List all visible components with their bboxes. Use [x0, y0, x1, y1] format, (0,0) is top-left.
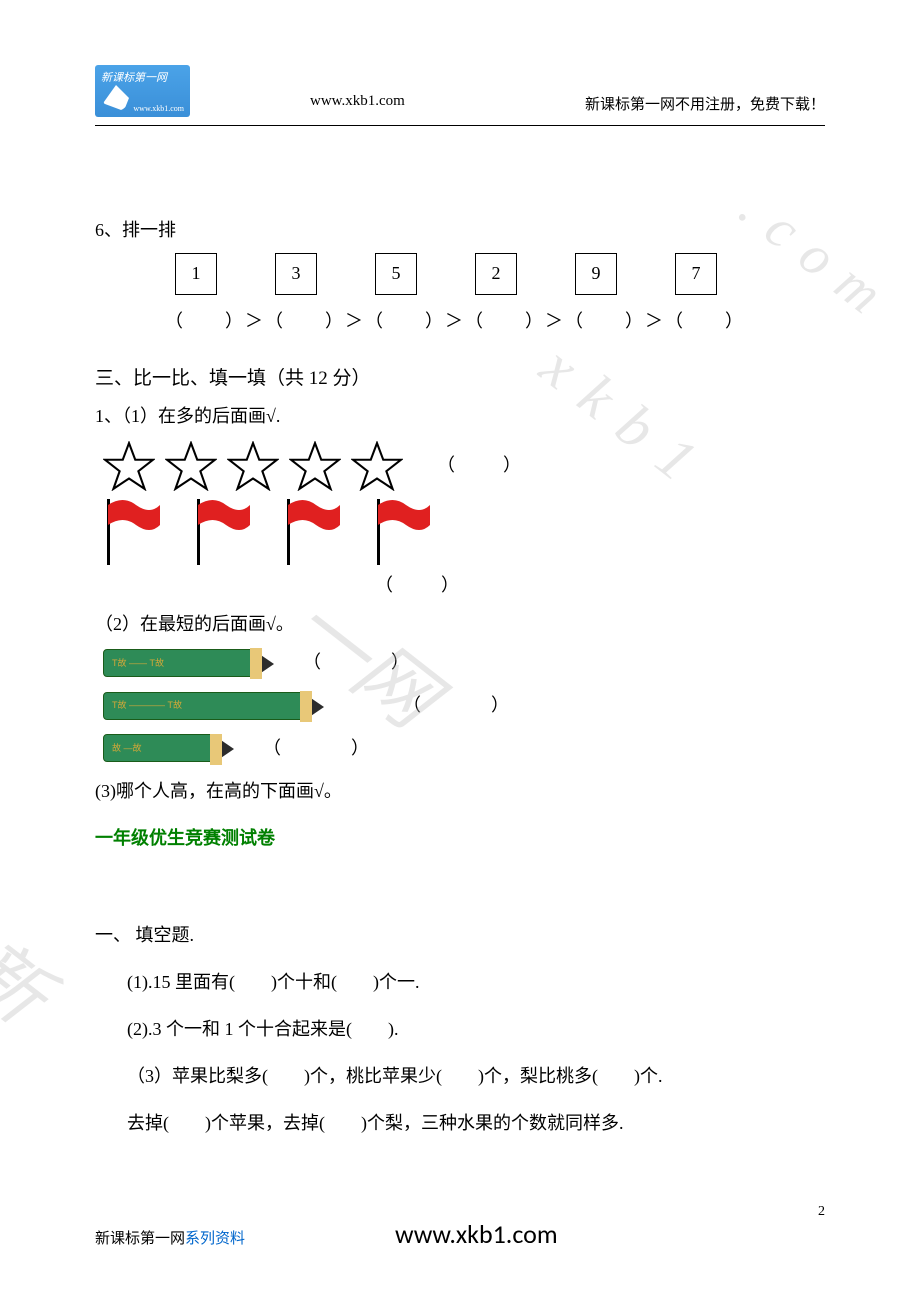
answer-paren: （ ） — [303, 648, 413, 677]
star-icon — [165, 441, 217, 491]
answer-paren: （ ） — [375, 571, 825, 600]
section-3-title: 三、比一比、填一填（共 12 分） — [95, 364, 825, 394]
fill-item: 去掉( )个苹果，去掉( )个梨，三种水果的个数就同样多. — [127, 1100, 825, 1147]
question-1-3: (3)哪个人高，在高的下面画√。 — [95, 777, 825, 806]
pencil-row: T故 ———— T故 （ ） — [103, 691, 825, 720]
fill-item: (1).15 里面有( )个十和( )个一. — [127, 959, 825, 1006]
header-tagline: 新课标第一网不用注册，免费下载！ — [585, 93, 825, 114]
fill-section: 一、 填空题. (1).15 里面有( )个十和( )个一. (2).3 个一和… — [95, 912, 825, 1146]
header-url: www.xkb1.com — [310, 93, 405, 110]
page-content: 6、排一排 1 3 5 2 9 7 （ ）＞（ ）＞（ ）＞（ ）＞（ ）＞（ … — [95, 216, 825, 1146]
flag-icon — [193, 499, 251, 565]
footer-brand: 新课标第一网 — [95, 1231, 185, 1247]
page-header: 新课标第一网 www.xkb1.com www.xkb1.com 新课标第一网不… — [95, 65, 825, 126]
flag-icon — [283, 499, 341, 565]
number-boxes-row: 1 3 5 2 9 7 — [175, 253, 825, 295]
logo-text-bottom: www.xkb1.com — [133, 104, 184, 113]
fill-item: （3）苹果比梨多( )个，桃比苹果少( )个，梨比桃多( )个. — [127, 1053, 825, 1100]
footer-left: 新课标第一网系列资料 — [95, 1227, 245, 1248]
flag-icon — [103, 499, 161, 565]
star-icon — [103, 441, 155, 491]
answer-paren: （ ） — [437, 451, 525, 480]
test-title: 一年级优生竞赛测试卷 — [95, 824, 825, 853]
pencil-row: 故 —故 （ ） — [103, 734, 825, 763]
fill-item: (2).3 个一和 1 个十合起来是( ). — [127, 1006, 825, 1053]
number-box: 5 — [375, 253, 417, 295]
logo-text-top: 新课标第一网 — [101, 69, 184, 85]
page-number: 2 — [818, 1204, 825, 1220]
fill-title: 一、 填空题. — [95, 912, 825, 959]
number-box: 9 — [575, 253, 617, 295]
number-box: 2 — [475, 253, 517, 295]
footer-series: 系列资料 — [185, 1231, 245, 1247]
flags-row — [103, 499, 825, 565]
pencil-icon: T故 —— T故 — [103, 649, 253, 677]
question-6-title: 6、排一排 — [95, 216, 825, 245]
flag-icon — [373, 499, 431, 565]
star-icon — [289, 441, 341, 491]
page-footer: 新课标第一网系列资料 www.xkb1.com 2 — [95, 1218, 825, 1250]
pencil-icon: T故 ———— T故 — [103, 692, 303, 720]
footer-url: www.xkb1.com — [395, 1218, 558, 1250]
number-box: 3 — [275, 253, 317, 295]
star-icon — [351, 441, 403, 491]
stars-row: （ ） — [103, 441, 825, 491]
watermark-text: 新 — [0, 908, 74, 1044]
comparison-blanks: （ ）＞（ ）＞（ ）＞（ ）＞（ ）＞（ ） — [165, 307, 825, 336]
pencil-row: T故 —— T故 （ ） — [103, 648, 825, 677]
number-box: 7 — [675, 253, 717, 295]
site-logo: 新课标第一网 www.xkb1.com — [95, 65, 190, 117]
number-box: 1 — [175, 253, 217, 295]
answer-paren: （ ） — [263, 734, 373, 763]
question-1-1: 1、（1）在多的后面画√. — [95, 402, 825, 431]
pencil-icon: 故 —故 — [103, 734, 213, 762]
star-icon — [227, 441, 279, 491]
question-1-2: （2）在最短的后面画√。 — [95, 610, 825, 639]
answer-paren: （ ） — [403, 691, 513, 720]
